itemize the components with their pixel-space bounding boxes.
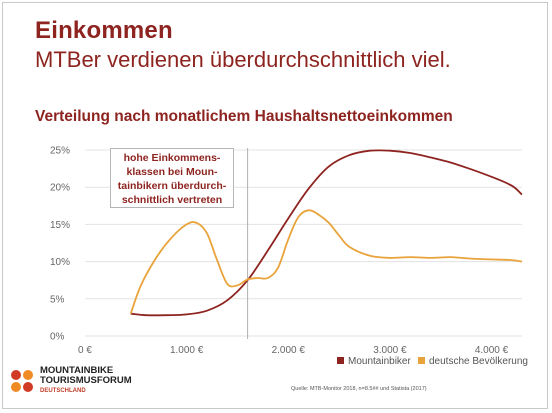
y-tick-label: 0% <box>50 332 65 343</box>
y-axis-ticks: 0% 5% 10% 15% 20% 25% <box>50 146 70 343</box>
brand-logo: MOUNTAINBIKE TOURISMUSFORUM DEUTSCHLAND <box>7 366 167 406</box>
legend-label: deutsche Bevölkerung <box>429 356 528 367</box>
chart-annotation: hohe Einkommens- klassen bei Moun- tainb… <box>110 148 234 208</box>
y-tick-label: 15% <box>50 220 70 231</box>
page-title: Einkommen <box>35 17 173 44</box>
logo-line: TOURISMUSFORUM <box>40 375 132 386</box>
x-tick-label: 2.000 € <box>272 345 306 356</box>
annotation-line: tainbikern überdurch- <box>117 180 227 192</box>
page-subtitle: MTBer verdienen überdurchschnittlich vie… <box>35 47 451 72</box>
x-tick-label: 3.000 € <box>373 345 407 356</box>
series-line-mountainbiker <box>130 149 523 317</box>
annotation-line: schnittlich vertreten <box>121 194 223 206</box>
chart-title: Verteilung nach monatlichem Haushaltsnet… <box>35 108 453 125</box>
series-group <box>129 149 523 317</box>
x-tick-label: 0 € <box>78 345 92 356</box>
logo-line: DEUTSCHLAND <box>40 388 86 394</box>
legend-item-bevoelkerung: deutsche Bevölkerung <box>418 356 528 367</box>
legend-swatch-bevoelkerung <box>418 357 425 364</box>
source-note: Quelle: MTB-Monitor 2018, n=8.5## und St… <box>291 386 427 392</box>
logo-line: MOUNTAINBIKE <box>40 365 114 376</box>
legend-item-mountainbiker: Mountainbiker <box>337 356 411 367</box>
x-tick-label: 4.000 € <box>475 345 509 356</box>
y-tick-label: 10% <box>50 257 70 268</box>
series-line-bevoelkerung <box>129 209 523 315</box>
logo-text: MOUNTAINBIKE TOURISMUSFORUM DEUTSCHLAND <box>40 366 132 396</box>
annotation-line: klassen bei Moun- <box>126 166 218 178</box>
annotation-line: hohe Einkommens- <box>123 152 221 164</box>
legend-swatch-mountainbiker <box>337 357 344 364</box>
y-tick-label: 20% <box>50 183 70 194</box>
slide: Einkommen MTBer verdienen überdurchschni… <box>2 2 548 409</box>
x-axis-ticks: 0 € 1.000 € 2.000 € 3.000 € 4.000 € <box>78 345 509 356</box>
line-chart: 0% 5% 10% 15% 20% 25% 0 € 1.000 € 2.000 € 3.000 … <box>50 146 523 356</box>
logo-mark-icon <box>11 370 33 392</box>
x-tick-label: 1.000 € <box>170 345 204 356</box>
y-tick-label: 25% <box>50 146 70 157</box>
legend-label: Mountainbiker <box>348 356 411 367</box>
y-tick-label: 5% <box>50 294 65 305</box>
